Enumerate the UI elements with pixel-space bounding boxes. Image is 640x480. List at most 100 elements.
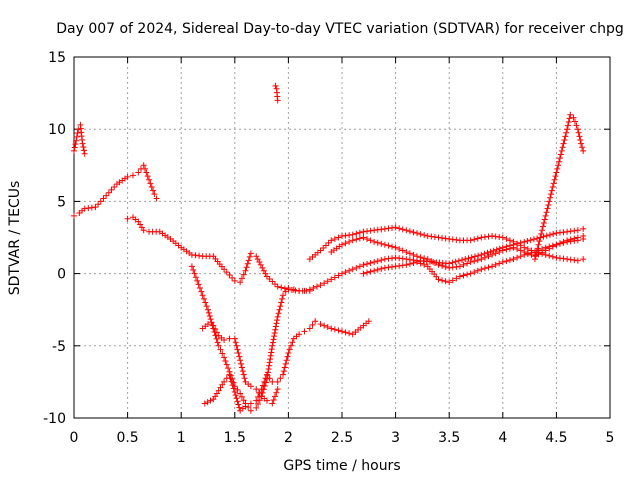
data-point	[191, 270, 198, 277]
data-point	[446, 279, 453, 286]
data-point	[267, 352, 274, 359]
data-point	[549, 253, 556, 260]
data-point	[278, 299, 285, 306]
data-point	[108, 186, 115, 193]
data-point	[277, 303, 284, 310]
data-point	[543, 209, 550, 216]
data-point	[364, 235, 371, 242]
data-point	[205, 321, 211, 328]
data-point	[392, 224, 399, 231]
data-point	[557, 151, 564, 158]
data-point	[474, 235, 481, 242]
data-point	[371, 259, 378, 266]
data-point	[195, 281, 202, 288]
data-point	[492, 261, 499, 268]
data-point	[328, 237, 335, 244]
x-tick-label: 3	[391, 430, 400, 446]
data-point	[574, 237, 581, 244]
data-point	[254, 256, 261, 263]
data-point	[272, 281, 278, 288]
data-point	[580, 147, 587, 154]
x-tick-label: 0	[70, 430, 79, 446]
data-point	[371, 238, 378, 245]
data-point	[205, 309, 212, 316]
data-point	[231, 277, 238, 284]
data-point	[468, 254, 475, 261]
data-point	[460, 272, 467, 279]
data-point	[335, 327, 342, 334]
data-point	[234, 346, 241, 353]
data-point	[288, 342, 295, 349]
data-point	[570, 114, 577, 121]
data-point	[339, 241, 345, 248]
x-tick-label: 2.5	[331, 430, 353, 446]
data-point	[534, 245, 541, 252]
data-point	[280, 368, 287, 375]
data-point	[253, 397, 260, 404]
data-point	[221, 337, 228, 344]
x-tick-label: 1	[177, 430, 186, 446]
data-point	[190, 266, 197, 273]
data-point	[574, 227, 581, 234]
data-point	[421, 261, 428, 268]
data-point	[232, 339, 239, 346]
data-point	[72, 141, 79, 148]
data-point	[517, 253, 524, 260]
data-point	[528, 249, 535, 256]
data-point	[214, 339, 221, 346]
data-point	[328, 276, 335, 283]
data-point	[146, 176, 153, 183]
data-point	[265, 366, 272, 373]
data-point	[274, 378, 281, 385]
data-point	[452, 258, 459, 265]
data-point	[255, 401, 262, 408]
data-point	[201, 400, 208, 407]
data-point	[439, 277, 446, 284]
x-tick-label: 0.5	[116, 430, 138, 446]
x-tick-label: 3.5	[438, 430, 460, 446]
data-point	[212, 325, 219, 332]
data-point	[219, 350, 226, 357]
data-point	[342, 329, 349, 336]
data-point	[540, 220, 547, 227]
data-point	[536, 238, 543, 245]
data-point	[514, 254, 521, 261]
data-point	[542, 244, 549, 251]
data-point	[339, 270, 345, 277]
data-point	[360, 270, 367, 277]
data-point	[531, 256, 538, 263]
data-point	[221, 266, 228, 273]
data-point	[541, 216, 548, 223]
data-point	[524, 237, 531, 244]
data-point	[564, 126, 571, 133]
data-point	[140, 227, 147, 234]
data-point	[353, 230, 360, 237]
data-point	[147, 180, 154, 187]
data-point	[296, 331, 303, 338]
data-point	[456, 263, 463, 270]
data-point	[542, 212, 549, 219]
data-point	[277, 375, 284, 382]
data-point	[478, 266, 485, 273]
data-point	[381, 241, 388, 248]
data-point	[242, 403, 249, 410]
data-point	[73, 133, 80, 140]
data-point	[281, 364, 288, 371]
data-point	[406, 250, 413, 257]
data-point	[431, 260, 438, 267]
data-point	[353, 236, 360, 243]
data-point	[150, 187, 157, 194]
data-point	[539, 227, 546, 234]
data-point	[81, 150, 88, 157]
data-point	[342, 269, 349, 276]
data-point	[496, 260, 503, 267]
data-point	[456, 273, 463, 280]
data-point	[271, 329, 278, 336]
data-point	[280, 371, 287, 378]
data-point	[235, 350, 242, 357]
data-point	[449, 277, 456, 284]
data-point	[321, 322, 328, 329]
data-point	[421, 232, 428, 239]
data-point	[410, 251, 417, 258]
y-axis-label: SDTVAR / TECUs	[7, 181, 23, 296]
